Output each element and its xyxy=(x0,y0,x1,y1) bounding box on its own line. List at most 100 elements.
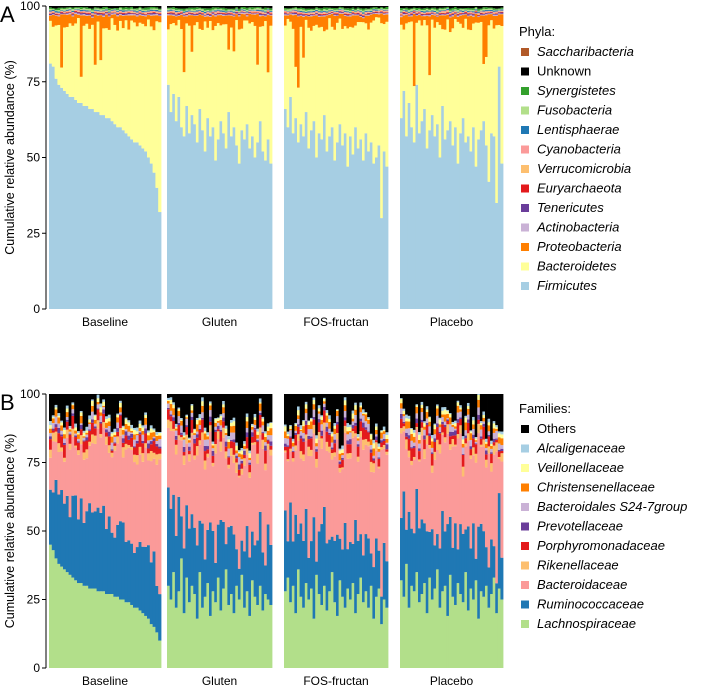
bar-segment-porphyromonadaceae xyxy=(315,451,319,459)
bar-segment-porphyromonadaceae xyxy=(346,444,350,454)
bar-segment-verrucomicrobia xyxy=(362,14,365,16)
bar-segment-lentisphaerae xyxy=(110,9,114,11)
bar-segment-alcaligenaceae xyxy=(138,420,142,424)
bar-segment-cyanobacteria xyxy=(477,12,481,14)
bar-segment-christensenellaceae xyxy=(79,415,83,424)
bar-segment-synergistetes xyxy=(269,8,273,11)
bar-segment-lentisphaerae xyxy=(57,11,61,13)
bar-segment-bacteroidetes xyxy=(177,19,181,97)
bar-segment-ruminococcaceae xyxy=(82,522,86,586)
bar-segment-alcaligenaceae xyxy=(102,399,106,402)
bar-segment-others xyxy=(144,394,148,413)
bar-segment-firmicutes xyxy=(230,136,234,309)
bar-segment-others xyxy=(459,394,463,406)
bar-segment-ruminococcaceae xyxy=(269,544,273,605)
bar-segment-bacteroidaceae xyxy=(253,444,257,546)
bar-segment-others xyxy=(479,394,483,422)
bar-segment-cyanobacteria xyxy=(167,11,171,12)
bar-segment-lachnospiraceae xyxy=(323,585,326,668)
bar-segment-tenericutes xyxy=(341,12,345,14)
bar-segment-others xyxy=(102,394,106,400)
bar-segment-rikenellaceae xyxy=(60,447,64,452)
bar-segment-euryarchaeota xyxy=(479,12,483,14)
bar-segment-christensenellaceae xyxy=(456,405,460,413)
bar-segment-lentisphaerae xyxy=(474,9,478,11)
bar-segment-bacteroidaceae xyxy=(155,464,159,586)
bar-segment-fusobacteria xyxy=(251,9,255,11)
bar-segment-tenericutes xyxy=(456,14,460,16)
bar-segment-others xyxy=(328,394,332,416)
bar-segment-bacteroidales-s24-7group xyxy=(79,423,83,425)
bar-segment-unknown xyxy=(304,6,308,9)
bar-segment-ruminococcaceae xyxy=(359,534,363,578)
bar-segment-fusobacteria xyxy=(338,8,342,10)
bar-segment-alcaligenaceae xyxy=(464,415,468,418)
bar-segment-others xyxy=(79,394,83,411)
bar-segment-bacteroidaceae xyxy=(158,459,162,595)
bar-segment-tenericutes xyxy=(336,14,339,16)
bar-segment-unknown xyxy=(412,6,416,8)
bar-segment-firmicutes xyxy=(96,112,100,309)
bar-segment-fusobacteria xyxy=(310,9,313,12)
bar-segment-bacteroidales-s24-7group xyxy=(119,412,123,415)
bar-segment-synergistetes xyxy=(362,8,365,11)
bar-segment-euryarchaeota xyxy=(343,13,347,15)
bar-segment-cyanobacteria xyxy=(206,11,210,13)
bar-segment-bacteroidetes xyxy=(448,32,452,122)
bar-segment-veillonellaceae xyxy=(240,450,244,455)
bar-segment-porphyromonadaceae xyxy=(235,458,239,463)
bar-segment-actinobacteria xyxy=(407,15,411,17)
bar-segment-tenericutes xyxy=(113,12,117,14)
bar-segment-proteobacteria xyxy=(428,16,432,76)
bar-segment-veillonellaceae xyxy=(245,417,249,422)
bar-segment-unknown xyxy=(323,6,326,8)
bar-segment-porphyromonadaceae xyxy=(65,421,69,430)
bar-segment-porphyromonadaceae xyxy=(472,438,476,448)
bar-segment-proteobacteria xyxy=(497,14,501,25)
y-tick-label: 75 xyxy=(27,75,41,89)
bar-segment-porphyromonadaceae xyxy=(380,442,384,448)
bar-segment-prevotellaceae xyxy=(284,443,287,447)
bar-segment-synergistetes xyxy=(96,7,100,9)
legend-label: Lachnospiraceae xyxy=(537,616,636,631)
bar-segment-fusobacteria xyxy=(346,10,350,12)
bar-segment-rikenellaceae xyxy=(377,466,381,469)
bar-segment-fusobacteria xyxy=(206,10,210,11)
bar-segment-porphyromonadaceae xyxy=(420,422,424,428)
bar-segment-actinobacteria xyxy=(116,15,120,17)
bar-segment-veillonellaceae xyxy=(336,409,339,411)
bar-segment-bacteroidetes xyxy=(240,28,244,131)
bar-segment-tenericutes xyxy=(149,13,153,15)
bar-segment-euryarchaeota xyxy=(346,13,350,15)
bar-segment-rikenellaceae xyxy=(169,421,173,431)
bar-segment-ruminococcaceae xyxy=(248,557,252,616)
bar-segment-lentisphaerae xyxy=(227,10,231,12)
bar-segment-cyanobacteria xyxy=(110,10,114,12)
bar-segment-actinobacteria xyxy=(307,16,311,17)
bar-segment-unknown xyxy=(407,6,411,9)
bar-segment-lachnospiraceae xyxy=(343,607,347,668)
bar-segment-porphyromonadaceae xyxy=(124,435,128,444)
bar-segment-bacteroidales-s24-7group xyxy=(372,455,376,459)
bar-segment-alcaligenaceae xyxy=(113,428,117,433)
bar-segment-unknown xyxy=(141,6,145,9)
bar-segment-bacteroidales-s24-7group xyxy=(49,433,53,437)
bar-segment-christensenellaceae xyxy=(412,436,416,443)
bar-segment-rikenellaceae xyxy=(96,420,100,429)
bar-segment-bacteroidetes xyxy=(284,25,287,110)
bar-segment-proteobacteria xyxy=(258,16,262,27)
bar-segment-bacteroidales-s24-7group xyxy=(320,424,324,431)
bar-segment-alcaligenaceae xyxy=(71,402,75,405)
bar-segment-tenericutes xyxy=(356,13,360,15)
bar-segment-synergistetes xyxy=(203,8,207,11)
bar-segment-fusobacteria xyxy=(382,9,386,10)
bar-segment-veillonellaceae xyxy=(412,432,416,437)
bar-segment-ruminococcaceae xyxy=(336,534,339,616)
bar-segment-bacteroidaceae xyxy=(412,459,416,534)
bar-segment-fusobacteria xyxy=(407,10,411,12)
bar-segment-others xyxy=(190,394,194,405)
bar-segment-firmicutes xyxy=(469,151,473,309)
bar-segment-synergistetes xyxy=(79,7,83,9)
bar-segment-porphyromonadaceae xyxy=(289,437,293,449)
bar-segment-bacteroidales-s24-7group xyxy=(93,423,97,427)
